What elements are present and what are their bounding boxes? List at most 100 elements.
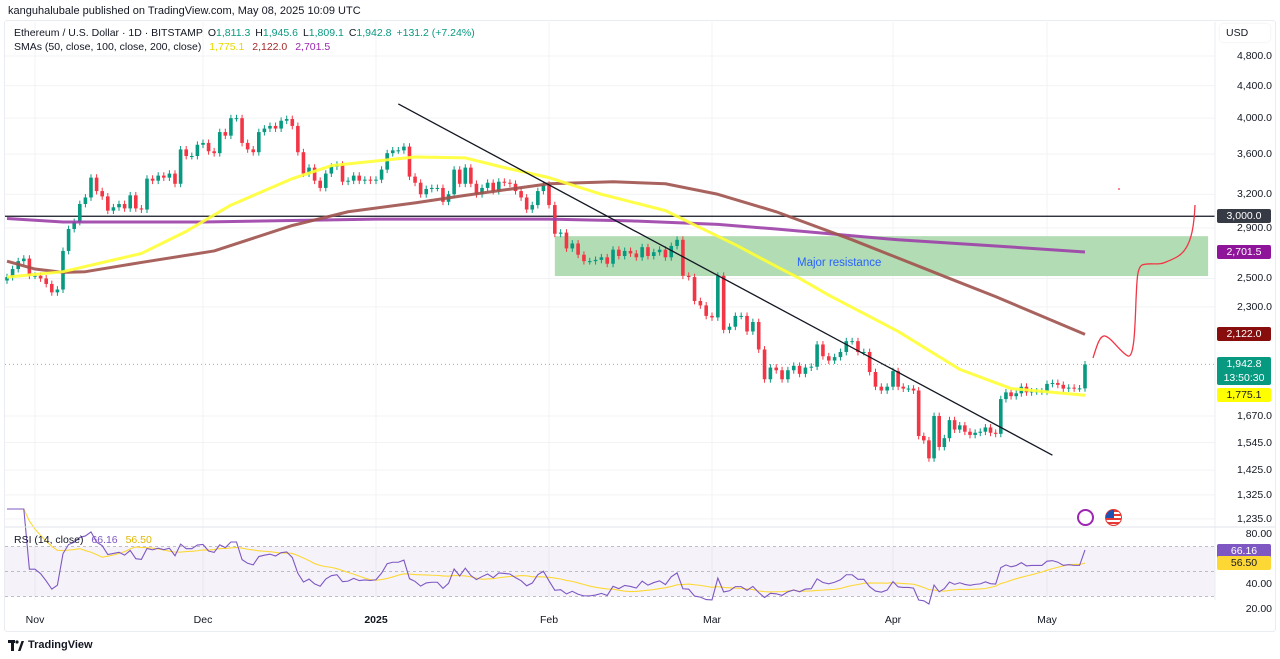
- tradingview-logo-icon: [8, 639, 24, 651]
- candle-body: [1056, 382, 1060, 385]
- candle-body: [558, 232, 563, 234]
- candle-body: [279, 120, 283, 129]
- sma50-price-label: 1,775.1: [1217, 388, 1271, 403]
- close-label: C: [348, 27, 357, 39]
- candle-body: [190, 155, 194, 157]
- replay-icon[interactable]: [1077, 509, 1094, 526]
- sma50-line: [6, 155, 1086, 397]
- candle-body: [762, 349, 767, 380]
- candle-body: [485, 182, 490, 188]
- candle-body: [862, 351, 866, 353]
- projection-drawing: [1092, 188, 1196, 359]
- candle-body: [385, 153, 389, 170]
- candle-body: [323, 173, 328, 188]
- candle-body: [206, 142, 211, 152]
- candle-body: [452, 169, 456, 195]
- moving-averages: [6, 155, 1086, 397]
- candle-body: [739, 315, 743, 317]
- candle-body: [1045, 383, 1049, 392]
- candle-body: [106, 196, 110, 211]
- candle-body: [195, 144, 200, 156]
- rsi-value-label: 66.16: [1217, 544, 1271, 559]
- candle-body: [628, 250, 633, 254]
- candle-body: [826, 356, 831, 361]
- candle-body: [173, 173, 177, 184]
- candle-body: [570, 243, 575, 249]
- resistance-label: Major resistance: [797, 257, 882, 269]
- horizontal-line-price-label: 3,000.0: [1217, 209, 1271, 224]
- candle-body: [698, 300, 703, 306]
- price-tick-label: 1,545.0: [1236, 436, 1272, 449]
- candle-body: [139, 208, 144, 210]
- candle-body: [916, 390, 921, 436]
- candle-body: [178, 149, 183, 184]
- candle-body: [50, 283, 54, 293]
- rsi-title[interactable]: RSI (14, close): [14, 534, 84, 546]
- candle-body: [184, 149, 188, 156]
- candle-body: [721, 275, 726, 330]
- candle-body: [1004, 392, 1008, 400]
- candle-body: [301, 152, 306, 174]
- candle-body: [162, 175, 166, 178]
- candle-body: [38, 275, 43, 279]
- price-tick-label: 1,670.0: [1236, 410, 1272, 423]
- candle-body: [922, 435, 926, 441]
- candle-body: [952, 420, 957, 430]
- candle-body: [791, 365, 796, 371]
- candle-body: [22, 258, 26, 262]
- candle-body: [937, 416, 941, 447]
- candle-body: [821, 344, 825, 357]
- sma-title[interactable]: SMAs (50, close, 100, close, 200, close): [14, 41, 202, 53]
- price-tick-label: 4,800.0: [1236, 50, 1272, 62]
- sma100-price-label: 2,122.0: [1217, 327, 1271, 342]
- candle-body: [547, 184, 551, 206]
- candle-body: [541, 184, 546, 192]
- low-label: L: [302, 27, 309, 39]
- candle-body: [374, 179, 378, 181]
- high-label: H: [255, 27, 263, 39]
- open-value: 1,811.3: [216, 27, 251, 39]
- candle-body: [390, 150, 395, 154]
- candle-body: [999, 399, 1003, 434]
- candle-body: [797, 365, 802, 374]
- symbol-title[interactable]: Ethereum / U.S. Dollar · 1D · BITSTAMP: [14, 27, 203, 39]
- grid-lines: [5, 22, 1215, 600]
- candle-body: [1066, 387, 1071, 389]
- candle-body: [262, 128, 267, 133]
- candle-body: [968, 431, 972, 435]
- candle-body: [599, 257, 604, 260]
- candle-body: [430, 187, 434, 189]
- candle-body: [340, 164, 345, 182]
- candle-body: [640, 247, 644, 258]
- open-label: O: [207, 27, 217, 39]
- candle-body: [873, 372, 878, 387]
- candle-body: [710, 315, 714, 318]
- candle-body: [245, 142, 250, 150]
- candle-body: [963, 425, 967, 432]
- candle-body: [240, 118, 244, 143]
- candle-body: [329, 166, 334, 174]
- price-tick-label: 3,200.0: [1236, 188, 1272, 201]
- rsi-tick-label: 40.00: [1245, 578, 1272, 590]
- projection-dot: [1118, 188, 1120, 190]
- us-flag-icon[interactable]: [1105, 509, 1122, 526]
- candle-body: [838, 351, 843, 358]
- candle-body: [745, 315, 749, 332]
- candle-body: [927, 440, 931, 459]
- candle-body: [634, 253, 639, 258]
- candle-body: [663, 249, 668, 258]
- candle-body: [491, 182, 495, 192]
- candle-body: [564, 232, 569, 249]
- currency-button[interactable]: USD: [1220, 24, 1270, 42]
- candle-body: [117, 203, 121, 208]
- candle-body: [669, 245, 674, 258]
- candle-body: [407, 146, 412, 177]
- price-tick-label: 3,600.0: [1236, 148, 1272, 161]
- candle-body: [622, 250, 627, 257]
- projection-path: [1092, 204, 1196, 359]
- candle-body: [536, 191, 540, 206]
- candle-body: [850, 341, 854, 343]
- candle-body: [582, 254, 586, 262]
- candle-body: [10, 269, 15, 278]
